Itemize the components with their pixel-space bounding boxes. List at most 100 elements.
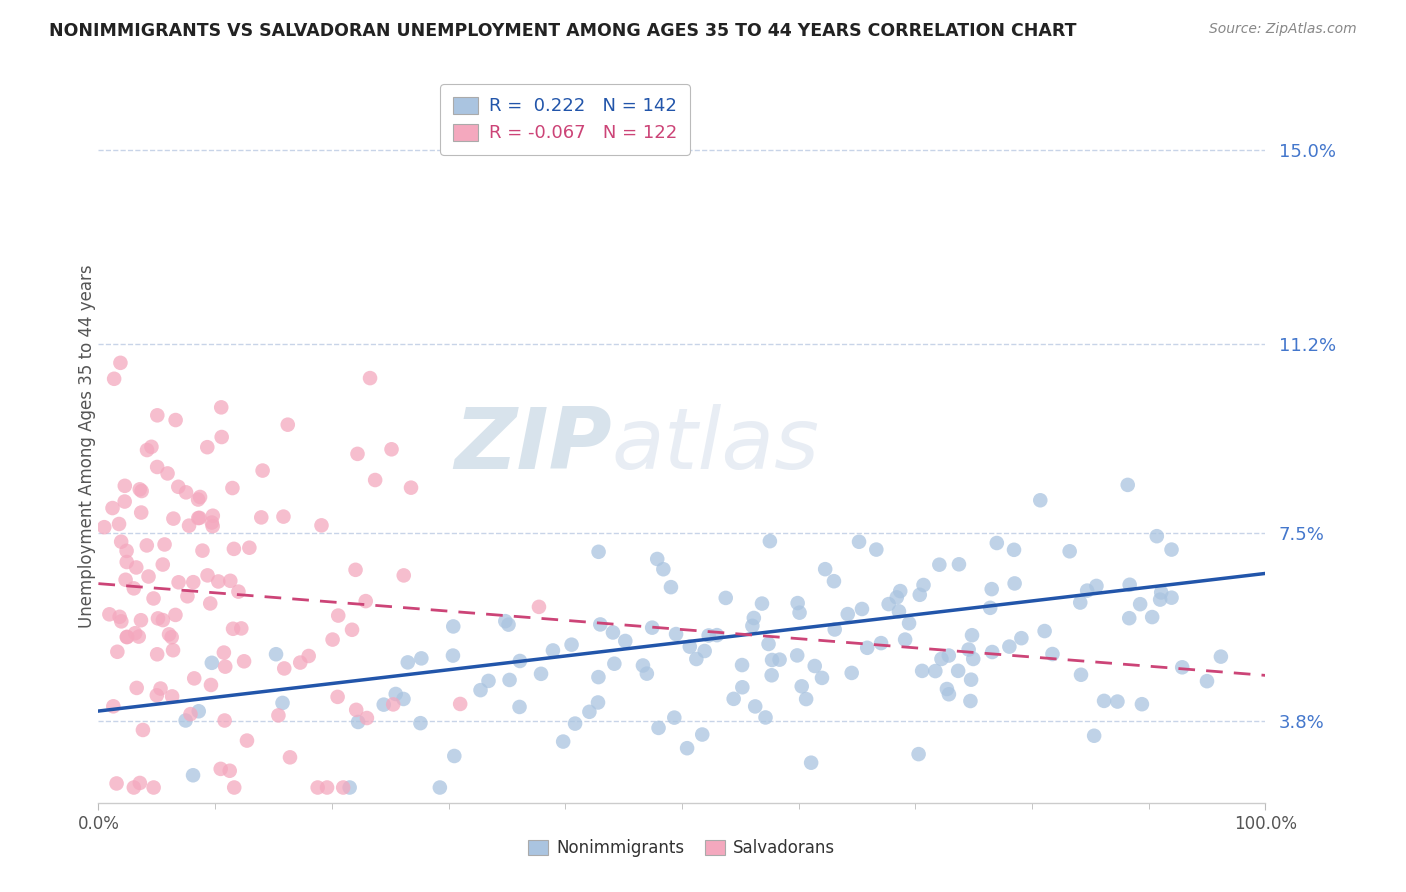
Point [723,691,745,706]
Point [935,681,957,696]
Point [115,544,138,558]
Point [786,596,808,610]
Point [165,413,187,427]
Point [142,780,165,795]
Point [837,607,859,621]
Point [103,372,125,386]
Point [1118,578,1140,592]
Point [141,440,163,454]
Point [411,651,433,665]
Point [1195,674,1218,689]
Point [115,630,138,644]
Point [980,582,1002,596]
Point [129,613,152,627]
Point [865,542,887,557]
Point [396,656,419,670]
Point [191,543,214,558]
Point [441,648,464,663]
Point [631,658,654,673]
Point [273,661,295,675]
Point [252,464,274,478]
Point [354,594,377,608]
Point [179,707,201,722]
Point [236,733,259,747]
Point [986,536,1008,550]
Point [380,442,402,457]
Point [132,723,155,737]
Point [152,613,174,627]
Point [794,692,817,706]
Point [690,727,713,741]
Text: NONIMMIGRANTS VS SALVADORAN UNEMPLOYMENT AMONG AGES 35 TO 44 YEARS CORRELATION C: NONIMMIGRANTS VS SALVADORAN UNEMPLOYMENT… [49,22,1077,40]
Point [332,780,354,795]
Point [146,648,169,662]
Point [841,665,863,680]
Point [110,534,132,549]
Point [636,666,658,681]
Point [693,644,716,658]
Point [851,602,873,616]
Point [470,683,492,698]
Point [790,679,813,693]
Point [641,621,664,635]
Point [761,653,783,667]
Point [602,625,624,640]
Point [124,626,146,640]
Point [344,703,367,717]
Point [1171,660,1194,674]
Point [273,509,295,524]
Point [714,591,737,605]
Point [912,578,935,592]
Point [856,640,879,655]
Point [115,555,138,569]
Point [326,690,349,704]
Point [786,648,808,663]
Point [399,481,422,495]
Point [1069,596,1091,610]
Point [356,711,378,725]
Point [307,780,329,795]
Point [142,591,165,606]
Point [201,656,224,670]
Point [578,705,600,719]
Point [98,607,121,622]
Point [498,673,520,687]
Point [340,623,363,637]
Point [1033,624,1056,638]
Point [373,698,395,712]
Point [214,714,236,728]
Point [887,604,910,618]
Point [886,591,908,605]
Point [114,494,136,508]
Point [553,734,575,748]
Point [768,653,790,667]
Point [561,638,583,652]
Point [201,516,224,530]
Text: atlas: atlas [612,404,820,488]
Point [960,673,983,687]
Point [758,637,780,651]
Point [824,623,846,637]
Point [449,697,471,711]
Text: Source: ZipAtlas.com: Source: ZipAtlas.com [1209,22,1357,37]
Point [877,597,900,611]
Point [1107,695,1129,709]
Point [346,447,368,461]
Point [392,568,415,582]
Point [664,710,686,724]
Point [1010,631,1032,645]
Point [564,716,586,731]
Point [586,696,609,710]
Point [298,648,321,663]
Point [214,659,236,673]
Point [443,749,465,764]
Point [211,430,233,444]
Point [1160,591,1182,605]
Point [221,481,243,495]
Point [477,673,499,688]
Point [131,483,153,498]
Point [441,619,464,633]
Point [228,584,250,599]
Point [122,582,145,596]
Point [218,764,240,778]
